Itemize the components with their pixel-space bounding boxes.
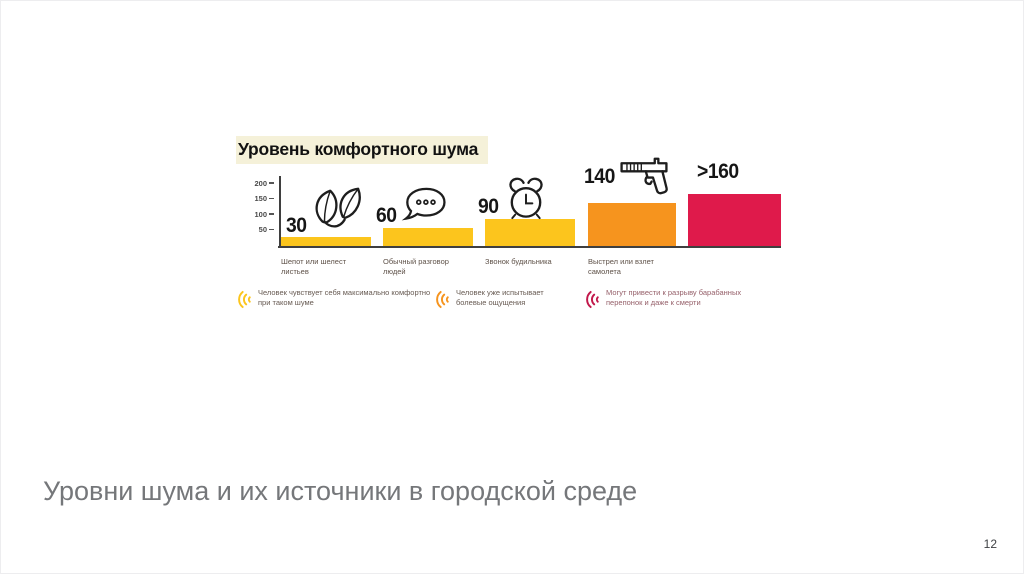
legend-text: Человек чувствует себя максимально комфо…	[258, 288, 431, 307]
bar-4	[588, 203, 676, 246]
y-tick-label: 150	[254, 194, 267, 203]
noise-infographic: Уровень комфортного шума 200 150 100 50 …	[236, 134, 788, 326]
legend-item-1: Человек чувствует себя максимально комфо…	[236, 288, 434, 310]
bar-caption: Выстрел или взлет самолета	[588, 257, 654, 276]
bar-value-label: 60	[376, 204, 397, 227]
tick-dash	[269, 182, 274, 184]
bar-value-label: 30	[286, 214, 307, 237]
bar-caption: Шепот или шелест листьев	[281, 257, 347, 276]
y-axis-tick-50: 50	[236, 225, 274, 235]
bar-3	[485, 219, 575, 246]
tick-dash	[269, 228, 274, 231]
bar-value-label: 140	[584, 165, 615, 188]
y-tick-label: 50	[258, 225, 267, 234]
sound-waves-icon	[238, 290, 251, 309]
y-axis-tick-200: 200	[236, 178, 274, 188]
y-axis-tick-100: 100	[236, 209, 274, 219]
bar-caption: Обычный разговор людей	[383, 257, 449, 276]
legend-text: Человек уже испытывает болевые ощущения	[456, 288, 544, 307]
bar-value-label: >160	[697, 160, 739, 183]
sound-waves-icon	[436, 290, 449, 309]
speech-bubble-icon	[401, 187, 446, 221]
legend-text: Могут привести к разрыву барабанных пере…	[606, 288, 742, 307]
legend-item-2: Человек уже испытывает болевые ощущения	[434, 288, 560, 310]
bar-5	[688, 194, 781, 246]
infographic-title: Уровень комфортного шума	[236, 136, 489, 164]
alarm-clock-icon	[509, 177, 543, 220]
y-axis-tick-150: 150	[236, 194, 274, 204]
tick-dash	[269, 213, 274, 215]
bar-value-label: 90	[478, 195, 499, 218]
y-tick-label: 200	[254, 178, 267, 188]
bar-2	[383, 228, 473, 246]
sound-waves-icon	[586, 290, 599, 309]
x-axis-line	[278, 246, 781, 248]
leaves-icon	[315, 187, 361, 228]
tick-dash	[269, 197, 274, 200]
page-number: 12	[983, 537, 997, 551]
y-tick-label: 100	[254, 209, 267, 219]
slide-caption: Уровни шума и их источники в городской с…	[43, 476, 638, 506]
pistol-icon	[620, 157, 668, 195]
bar-caption: Звонок будильника	[485, 257, 552, 266]
y-axis-line	[279, 176, 281, 247]
bar-1	[281, 237, 371, 246]
legend-item-3: Могут привести к разрыву барабанных пере…	[584, 288, 756, 310]
